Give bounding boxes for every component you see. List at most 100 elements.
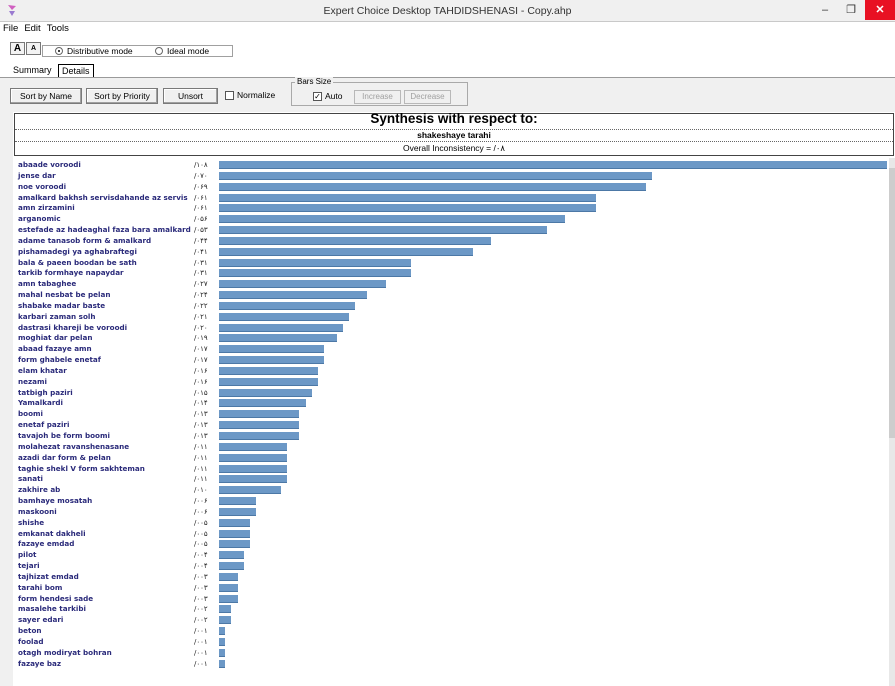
chart-row[interactable]: pishamadegi ya aghabraftegi/۰۴۱ xyxy=(14,247,889,257)
chart-row[interactable]: amn zirzamini/۰۶۱ xyxy=(14,203,889,213)
value-label: /۰۰۱ xyxy=(194,659,208,668)
chart-row[interactable]: karbari zaman solh/۰۲۱ xyxy=(14,312,889,322)
increase-bar-button[interactable]: Increase xyxy=(354,90,401,104)
distributive-mode-label: Distributive mode xyxy=(67,46,133,56)
chart-row[interactable]: abaade voroodi/۱۰۸ xyxy=(14,160,889,170)
category-label: noe voroodi xyxy=(18,181,67,191)
chart-row[interactable]: adame tanasob form & amalkard/۰۴۴ xyxy=(14,236,889,246)
value-label: /۰۱۱ xyxy=(194,464,208,473)
chart-row[interactable]: form ghabele enetaf/۰۱۷ xyxy=(14,355,889,365)
distributive-mode-radio[interactable] xyxy=(55,47,63,55)
chart-row[interactable]: shishe/۰۰۵ xyxy=(14,518,889,528)
category-label: azadi dar form & pelan xyxy=(18,452,111,462)
chart-row[interactable]: taghie shekl V form sakhteman/۰۱۱ xyxy=(14,464,889,474)
category-label: tarkib formhaye napaydar xyxy=(18,268,124,278)
chart-row[interactable]: nezami/۰۱۶ xyxy=(14,377,889,387)
value-label: /۰۰۶ xyxy=(194,497,208,506)
chart-row[interactable]: enetaf paziri/۰۱۳ xyxy=(14,420,889,430)
chart-row[interactable]: sayer edari/۰۰۲ xyxy=(14,615,889,625)
sort-by-priority-button[interactable]: Sort by Priority xyxy=(86,88,158,104)
chart-row[interactable]: tejari/۰۰۴ xyxy=(14,561,889,571)
value-label: /۰۵۶ xyxy=(194,215,208,224)
value-label: /۰۰۴ xyxy=(194,551,208,560)
chart-row[interactable]: maskooni/۰۰۶ xyxy=(14,507,889,517)
chart-row[interactable]: tajhizat emdad/۰۰۳ xyxy=(14,572,889,582)
chart-row[interactable]: amn tabaghee/۰۲۷ xyxy=(14,279,889,289)
unsort-button[interactable]: Unsort xyxy=(163,88,218,104)
chart-row[interactable]: shabake madar baste/۰۲۲ xyxy=(14,301,889,311)
chart-row[interactable]: azadi dar form & pelan/۰۱۱ xyxy=(14,453,889,463)
value-label: /۰۲۷ xyxy=(194,280,208,289)
minimize-button[interactable]: ‒ xyxy=(821,4,829,16)
window-title: Expert Choice Desktop TAHDIDSHENASI - Co… xyxy=(323,5,572,17)
bars-size-label: Bars Size xyxy=(295,77,334,86)
chart-row[interactable]: bamhaye mosatah/۰۰۶ xyxy=(14,496,889,506)
value-label: /۰۰۵ xyxy=(194,518,208,527)
priority-bar xyxy=(219,518,250,527)
tab-details[interactable]: Details xyxy=(58,64,94,77)
chart-row[interactable]: elam khatar/۰۱۶ xyxy=(14,366,889,376)
chart-row[interactable]: emkanat dakheli/۰۰۵ xyxy=(14,529,889,539)
close-button[interactable]: ✕ xyxy=(865,0,895,20)
priority-bar xyxy=(219,594,238,603)
vertical-scrollbar[interactable] xyxy=(889,158,895,686)
chart-row[interactable]: tatbigh paziri/۰۱۵ xyxy=(14,388,889,398)
chart-row[interactable]: otagh modiryat bohran/۰۰۱ xyxy=(14,648,889,658)
chart-row[interactable]: amalkard bakhsh servisdahande az servis /… xyxy=(14,193,889,203)
priority-bar xyxy=(219,215,566,224)
chart-row[interactable]: zakhire ab/۰۱۰ xyxy=(14,485,889,495)
menu-edit[interactable]: Edit xyxy=(24,23,41,34)
scrollbar-thumb[interactable] xyxy=(889,168,895,438)
sort-by-name-button[interactable]: Sort by Name xyxy=(10,88,82,104)
category-label: pilot xyxy=(18,550,37,560)
chart-row[interactable]: tavajoh be form boomi/۰۱۳ xyxy=(14,431,889,441)
chart-row[interactable]: estefade az hadeaghal faza bara amalkard… xyxy=(14,225,889,235)
ideal-mode-radio[interactable] xyxy=(155,47,163,55)
chart-row[interactable]: sanati/۰۱۱ xyxy=(14,474,889,484)
priority-bar xyxy=(219,648,226,657)
chart-row[interactable]: boomi/۰۱۳ xyxy=(14,409,889,419)
chart-row[interactable]: noe voroodi/۰۶۹ xyxy=(14,182,889,192)
sort-toolbar: Sort by Name Sort by Priority Unsort Nor… xyxy=(10,77,890,112)
chart-row[interactable]: tarahi bom/۰۰۳ xyxy=(14,583,889,593)
view-tabs: Summary Details xyxy=(0,63,895,77)
value-label: /۰۲۰ xyxy=(194,323,208,332)
chart-row[interactable]: Yamalkardi/۰۱۴ xyxy=(14,398,889,408)
priority-bar xyxy=(219,432,300,440)
chart-row[interactable]: arganomic/۰۵۶ xyxy=(14,214,889,224)
chart-row[interactable]: molahezat ravanshenasane/۰۱۱ xyxy=(14,442,889,452)
priority-bar xyxy=(219,637,226,646)
chart-row[interactable]: abaad fazaye amn/۰۱۷ xyxy=(14,344,889,354)
decrease-bar-button[interactable]: Decrease xyxy=(404,90,451,104)
chart-row[interactable]: pilot/۰۰۴ xyxy=(14,550,889,560)
chart-row[interactable]: dastrasi khareji be voroodi/۰۲۰ xyxy=(14,323,889,333)
chart-row[interactable]: foolad/۰۰۱ xyxy=(14,637,889,647)
value-label: /۰۰۵ xyxy=(194,529,208,538)
value-label: /۰۱۱ xyxy=(194,475,208,484)
tab-summary[interactable]: Summary xyxy=(13,65,52,75)
chart-row[interactable]: form hendesi sade/۰۰۳ xyxy=(14,594,889,604)
menu-tools[interactable]: Tools xyxy=(46,23,69,34)
priority-bar xyxy=(219,572,238,581)
priority-bar xyxy=(219,345,325,354)
category-label: enetaf paziri xyxy=(18,420,70,430)
chart-row[interactable]: masalehe tarkibi/۰۰۲ xyxy=(14,604,889,614)
value-label: /۰۰۱ xyxy=(194,627,208,636)
normalize-checkbox[interactable] xyxy=(225,91,234,100)
restore-button[interactable]: ❐ xyxy=(846,4,856,16)
chart-row[interactable]: beton/۰۰۱ xyxy=(14,626,889,636)
chart-row[interactable]: jense dar/۰۷۰ xyxy=(14,171,889,181)
priority-bar xyxy=(219,171,652,180)
chart-row[interactable]: fazaye emdad/۰۰۵ xyxy=(14,539,889,549)
auto-checkbox[interactable]: ✓ xyxy=(313,92,322,101)
chart-row[interactable]: bala & paeen boodan be sath/۰۳۱ xyxy=(14,258,889,268)
chart-row[interactable]: fazaye baz/۰۰۱ xyxy=(14,659,889,669)
chart-row[interactable]: tarkib formhaye napaydar/۰۳۱ xyxy=(14,268,889,278)
decrease-font-button[interactable]: A xyxy=(26,42,41,55)
tab-divider xyxy=(0,77,895,78)
chart-row[interactable]: mahal nesbat be pelan/۰۲۴ xyxy=(14,290,889,300)
menu-file[interactable]: File xyxy=(3,23,19,34)
increase-font-button[interactable]: A xyxy=(10,42,25,55)
chart-row[interactable]: moghiat dar pelan/۰۱۹ xyxy=(14,333,889,343)
priority-bar xyxy=(219,182,646,191)
